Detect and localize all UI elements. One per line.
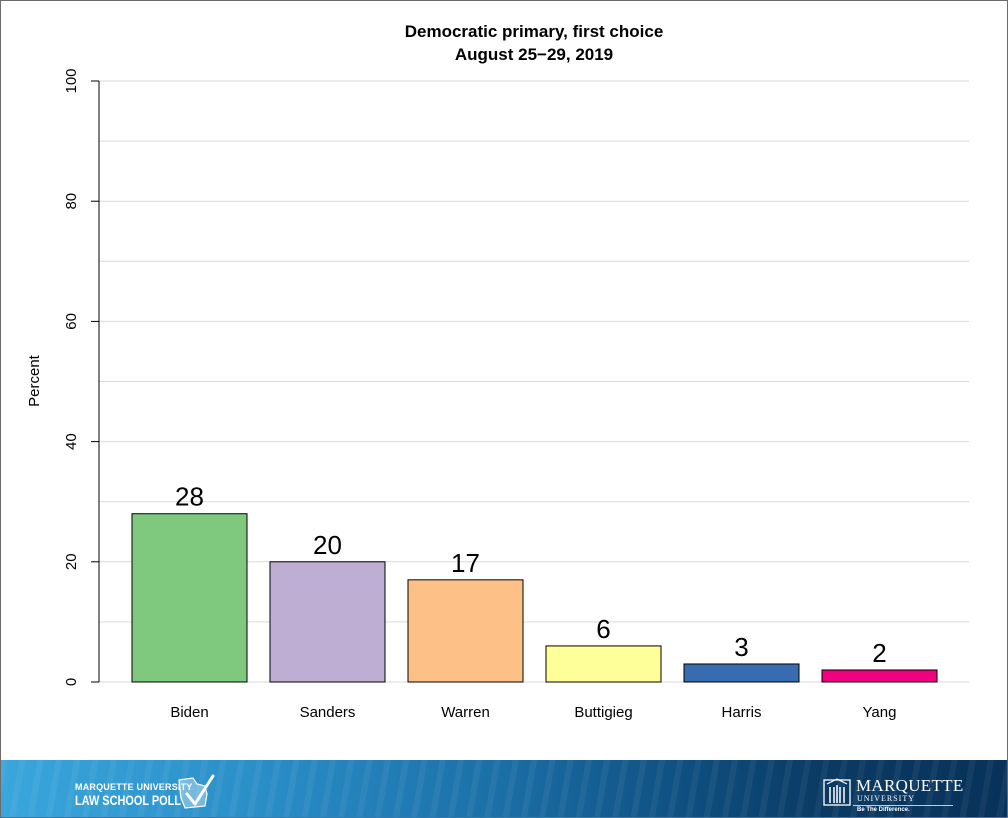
y-tick-label: 100 <box>63 68 80 93</box>
poll-logo-line2: LAW SCHOOL POLL <box>75 792 181 808</box>
bar-yang <box>821 669 938 683</box>
x-tick-label: Yang <box>863 704 897 721</box>
y-tick-label: 0 <box>63 678 80 686</box>
y-tick-label: 40 <box>63 433 80 450</box>
data-label: 2 <box>872 638 886 668</box>
bar-biden <box>131 513 248 683</box>
y-tick-label: 60 <box>63 313 80 330</box>
y-tick-label: 20 <box>63 553 80 570</box>
chart-subtitle: August 25−29, 2019 <box>455 45 613 64</box>
chart-title: Democratic primary, first choice <box>405 22 664 41</box>
x-tick-labels: Biden Sanders Warren Buttigieg Harris Yang <box>170 704 896 721</box>
tagline: Be The Difference. <box>857 807 910 813</box>
data-label: 28 <box>175 482 204 512</box>
university-label: UNIVERSITY <box>857 794 915 803</box>
y-axis: 0 20 40 60 80 100 <box>63 68 100 686</box>
bar-harris <box>683 663 800 683</box>
data-label: 6 <box>596 614 610 644</box>
y-tick-label: 80 <box>63 193 80 210</box>
building-crest-icon <box>823 778 851 806</box>
marquette-name: MARQUETTE <box>856 776 964 795</box>
x-tick-label: Buttigieg <box>574 704 632 721</box>
bar-buttigieg <box>545 645 662 683</box>
x-tick-label: Warren <box>441 704 490 721</box>
x-tick-label: Harris <box>722 704 762 721</box>
logo-divider <box>853 805 953 806</box>
y-axis-label: Percent <box>26 354 43 407</box>
data-labels: 28 20 17 6 3 2 <box>175 482 887 668</box>
bar-sanders <box>269 561 386 683</box>
poll-logo-line1: MARQUETTE UNIVERSITY <box>75 782 193 792</box>
footer-banner: MARQUETTE UNIVERSITY LAW SCHOOL POLL MAR… <box>1 760 1007 817</box>
data-label: 17 <box>451 548 480 578</box>
wisconsin-checkmark-icon <box>178 774 215 809</box>
law-school-poll-logo: MARQUETTE UNIVERSITY LAW SCHOOL POLL <box>75 774 220 814</box>
marquette-university-logo: MARQUETTE UNIVERSITY Be The Difference. <box>823 774 963 814</box>
bars <box>131 513 938 683</box>
x-tick-label: Sanders <box>300 704 356 721</box>
x-tick-label: Biden <box>170 704 208 721</box>
bar-warren <box>407 579 524 683</box>
bar-chart: 0 20 40 60 80 100 28 20 17 6 3 2 Biden Sanders Warre… <box>26 22 969 721</box>
data-label: 20 <box>313 530 342 560</box>
data-label: 3 <box>734 632 748 662</box>
